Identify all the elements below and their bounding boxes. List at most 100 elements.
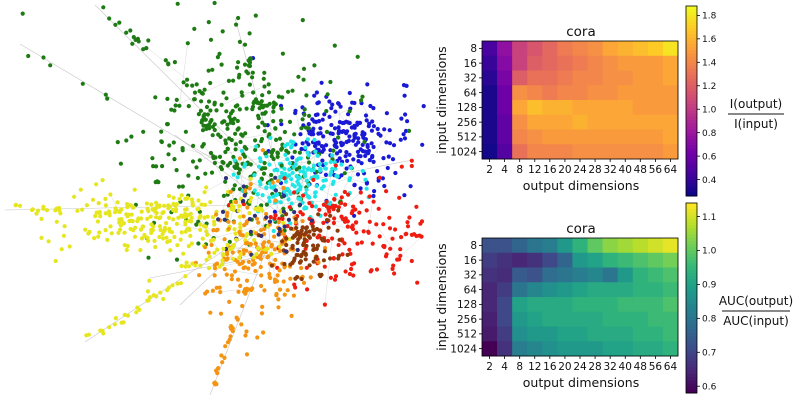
colorbar-segment	[686, 167, 697, 172]
heatmap-cell	[572, 297, 588, 313]
graph-node	[117, 20, 122, 25]
graph-node	[323, 178, 328, 183]
graph-node	[353, 220, 359, 225]
graph-edge	[182, 147, 216, 158]
graph-node	[299, 276, 304, 282]
heatmap-cell	[482, 41, 498, 57]
graph-node	[370, 155, 375, 160]
colorbar-segment	[686, 6, 697, 10]
graph-node	[402, 136, 408, 141]
graph-node	[407, 215, 412, 220]
graph-node	[294, 225, 299, 231]
graph-node	[208, 150, 214, 156]
graph-node	[260, 304, 265, 309]
graph-node	[235, 118, 240, 124]
graph-edge	[19, 43, 266, 191]
heatmap-cell	[542, 267, 558, 283]
graph-edge	[266, 200, 327, 205]
graph-node	[202, 202, 208, 207]
graph-node	[101, 331, 106, 336]
graph-node	[210, 67, 215, 72]
heatmap-cell	[662, 144, 679, 160]
heatmap-cell	[527, 85, 543, 101]
graph-node	[174, 221, 179, 226]
graph-node	[289, 201, 294, 206]
graph-node	[265, 255, 270, 260]
graph-node	[151, 164, 156, 169]
colorbar-segment	[686, 317, 697, 321]
heatmap-cell	[587, 85, 604, 101]
heatmap-cell	[662, 70, 679, 86]
graph-node	[107, 16, 112, 21]
colorbar-segment	[686, 310, 697, 315]
graph-node	[166, 62, 171, 67]
heatmap-cell	[662, 341, 679, 357]
heatmap-cell	[572, 129, 588, 145]
graph-node	[347, 178, 352, 183]
heatmap-cell	[617, 85, 634, 101]
graph-node	[298, 232, 303, 237]
graph-node	[238, 225, 243, 230]
heatmap-cell	[602, 238, 619, 254]
colorbar-segment	[686, 358, 697, 362]
heatmap-cell	[617, 129, 634, 145]
heatmap-cell	[512, 41, 528, 57]
graph-node	[229, 203, 234, 208]
graph-node	[281, 220, 286, 225]
graph-node	[282, 261, 287, 267]
colorbar-segment	[686, 88, 697, 92]
graph-node	[381, 156, 386, 161]
graph-node	[313, 143, 318, 148]
graph-node	[214, 368, 219, 373]
graph-node	[376, 131, 381, 136]
heatmap-cell	[557, 41, 573, 57]
graph-node	[330, 102, 335, 107]
graph-node	[132, 234, 138, 239]
graph-node	[174, 97, 179, 102]
heatmap-cell	[557, 282, 573, 298]
graph-node	[214, 261, 220, 266]
graph-node	[259, 273, 264, 278]
y-tick-label: 64	[464, 284, 478, 296]
graph-node	[399, 164, 404, 169]
graph-node	[158, 227, 163, 233]
graph-node	[183, 219, 188, 224]
colorbar-segment	[686, 247, 697, 251]
graph-node	[44, 208, 50, 213]
graph-node	[252, 213, 257, 218]
graph-node	[165, 96, 170, 101]
graph-node	[212, 381, 217, 386]
graph-node	[107, 325, 112, 330]
graph-node	[304, 93, 309, 98]
graph-node	[312, 63, 317, 68]
heatmap-cell	[542, 311, 558, 327]
graph-node	[409, 163, 414, 169]
heatmap-cell	[587, 41, 604, 57]
colorbar-tick-label: 0.9	[702, 281, 717, 291]
graph-node	[352, 183, 357, 188]
heatmap-cell	[572, 252, 588, 268]
graph-node	[299, 254, 304, 259]
graph-node	[201, 113, 206, 118]
graph-node	[225, 122, 230, 127]
graph-node	[86, 332, 91, 337]
graph-node	[46, 239, 51, 244]
graph-node	[282, 166, 287, 171]
heatmap-cell	[647, 326, 664, 342]
graph-node	[158, 215, 163, 220]
colorbar-segment	[686, 78, 697, 83]
graph-node	[288, 221, 293, 226]
graph-node	[248, 176, 253, 181]
graph-node	[273, 126, 278, 131]
colorbar-segment	[686, 231, 697, 236]
graph-node	[303, 145, 308, 150]
graph-node	[375, 126, 380, 132]
y-tick-label: 8	[470, 240, 477, 252]
graph-node	[335, 228, 340, 233]
graph-node	[210, 133, 215, 138]
graph-node	[356, 136, 361, 141]
colorbar-segment	[686, 237, 697, 242]
graph-node	[305, 287, 310, 292]
graph-node	[221, 160, 226, 165]
